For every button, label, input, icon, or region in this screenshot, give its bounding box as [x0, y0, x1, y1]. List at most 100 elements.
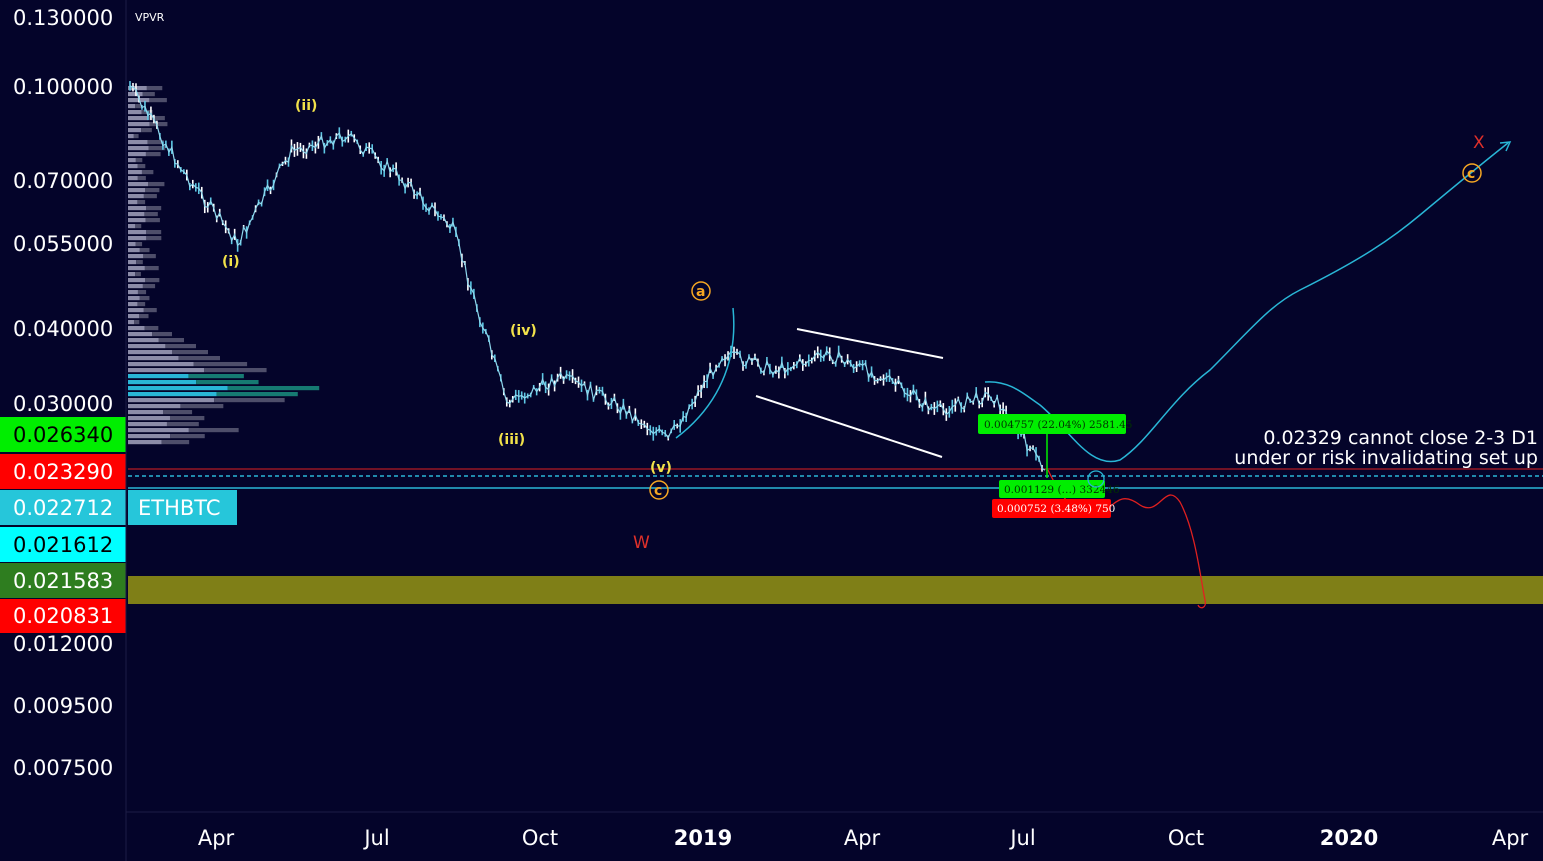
svg-text:0.001129 (…) 332446: 0.001129 (…) 332446 [1004, 484, 1120, 496]
volume-bar-down [148, 146, 166, 151]
volume-bar-up [128, 218, 146, 223]
wedge-top-line [796, 328, 944, 359]
volume-bar-up [128, 416, 170, 421]
wave-letter-w: W [633, 533, 650, 553]
volume-bar-down [188, 428, 239, 433]
volume-bar-down [139, 248, 150, 253]
wave-label-iv: (iv) [510, 323, 537, 339]
volume-bar-down [148, 116, 165, 121]
price-tick: 0.012000 [13, 632, 113, 656]
volume-bar-up [128, 284, 143, 289]
time-tick: Apr [198, 826, 235, 850]
volume-bar-down [145, 218, 160, 223]
volume-bar-up [128, 374, 189, 379]
volume-bar-up [128, 116, 149, 121]
volume-bar-down [137, 176, 146, 181]
volume-bar-down [147, 140, 164, 145]
volume-bar-down [145, 188, 160, 193]
volume-bar-up [128, 338, 159, 343]
price-tag-red[interactable]: 0.023290 [0, 454, 126, 489]
volume-bar-down [142, 92, 155, 97]
volume-bar-down [137, 290, 147, 295]
time-tick: Oct [522, 826, 558, 850]
volume-bar-up [128, 104, 136, 109]
measure-box-up[interactable]: 0.004757 (22.04%) 2581.45 [978, 414, 1132, 434]
svg-text:0.021583: 0.021583 [13, 569, 113, 593]
price-tag-cyan[interactable]: 0.022712 [0, 490, 126, 525]
volume-bar-down [180, 404, 224, 409]
volume-bar-up [128, 272, 136, 277]
volume-bar-up [128, 410, 164, 415]
volume-bar-up [128, 110, 142, 115]
volume-bar-up [128, 230, 147, 235]
volume-bar-down [163, 410, 193, 415]
volume-bar-down [135, 158, 143, 163]
volume-bar-down [158, 338, 184, 343]
volume-bar-down [139, 296, 150, 301]
volume-bar-down [141, 128, 152, 133]
time-tick: Oct [1168, 826, 1204, 850]
time-tick: Jul [362, 826, 389, 850]
price-tick: 0.070000 [13, 169, 113, 193]
volume-bar-up [128, 350, 172, 355]
volume-bar-up [128, 152, 146, 157]
volume-bar-down [143, 254, 156, 259]
volume-bar-down [170, 434, 205, 439]
volume-bar-up [128, 380, 197, 385]
price-tick: 0.130000 [13, 6, 113, 30]
price-tag-aqua[interactable]: 0.021612 [0, 527, 126, 562]
volume-bar-up [128, 194, 144, 199]
volume-bar-down [137, 302, 146, 307]
volume-bar-up [128, 146, 149, 151]
price-axis[interactable]: 0.130000 0.100000 0.070000 0.055000 0.04… [13, 6, 113, 780]
price-line [129, 85, 1046, 471]
volume-bar-down [216, 392, 298, 397]
svg-text:0.020831: 0.020831 [13, 604, 113, 628]
volume-bar-down [146, 206, 162, 211]
note-line-1: 0.02329 cannot close 2-3 D1 [1263, 427, 1538, 449]
arrow-head [1499, 141, 1512, 152]
svg-text:0.026340: 0.026340 [13, 423, 113, 447]
time-axis[interactable]: Apr Jul Oct 2019 Apr Jul Oct 2020 Apr [198, 826, 1529, 850]
measure-box-mid[interactable]: 0.001129 (…) 332446 [999, 480, 1120, 498]
volume-bar-down [152, 332, 172, 337]
volume-bar-down [145, 278, 160, 283]
volume-bar-down [188, 374, 244, 379]
bullish-projection [984, 142, 1509, 463]
svg-text:c: c [1467, 166, 1475, 182]
price-tick: 0.055000 [13, 232, 113, 256]
wave-letter-x: X [1473, 133, 1485, 153]
price-tag-red-low[interactable]: 0.020831 [0, 599, 126, 633]
volume-bar-down [146, 86, 163, 91]
symbol-tag[interactable]: ETHBTC [128, 490, 237, 525]
volume-bar-down [146, 236, 162, 241]
svg-text:0.004757 (22.04%) 2581.45: 0.004757 (22.04%) 2581.45 [984, 419, 1132, 431]
volume-bar-up [128, 422, 167, 427]
volume-bar-down [204, 368, 267, 373]
volume-bar-up [128, 212, 145, 217]
vpvr-label[interactable]: VPVR [135, 11, 165, 24]
price-tag-darkgreen[interactable]: 0.021583 [0, 563, 126, 598]
volume-bar-up [128, 248, 140, 253]
volume-bar-up [128, 158, 136, 163]
volume-bar-down [214, 398, 285, 403]
volume-bar-down [169, 416, 205, 421]
volume-bar-up [128, 326, 145, 331]
volume-bar-up [128, 320, 135, 325]
time-tick: Apr [1492, 826, 1529, 850]
volume-bar-down [141, 170, 154, 175]
volume-bar-up [128, 302, 138, 307]
volume-bar-up [128, 164, 138, 169]
volume-bar-up [128, 236, 147, 241]
volume-bar-up [128, 254, 144, 259]
measure-box-down[interactable]: 0.000752 (3.48%) 750 [992, 499, 1115, 518]
volume-bar-down [161, 440, 190, 445]
target-zone [128, 576, 1543, 604]
price-tick: 0.040000 [13, 317, 113, 341]
svg-text:a: a [696, 284, 705, 300]
svg-text:0.022712: 0.022712 [13, 496, 113, 520]
price-tag-green[interactable]: 0.026340 [0, 417, 126, 452]
svg-text:c: c [654, 483, 662, 499]
wave-label-ii: (ii) [295, 98, 317, 114]
